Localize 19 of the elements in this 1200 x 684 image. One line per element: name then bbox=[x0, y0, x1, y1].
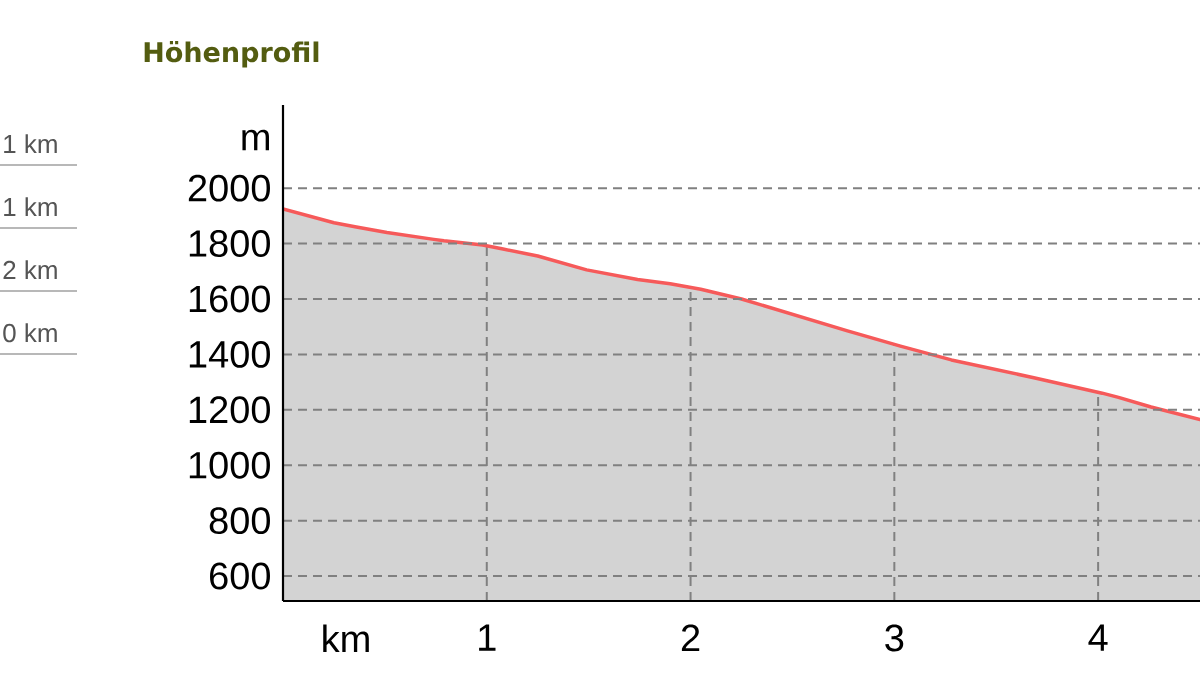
chart-title: Höhenprofil bbox=[144, 41, 319, 68]
text: 1 km bbox=[4, 134, 57, 153]
y-tick-label: 1800 bbox=[189, 230, 270, 257]
text: 2 km bbox=[3, 260, 57, 279]
y-tick-label: 2000 bbox=[188, 174, 270, 202]
y-tick-label: 1400 bbox=[189, 340, 270, 368]
y-tick-label: 600 bbox=[210, 562, 270, 590]
x-tick-label: 2 bbox=[681, 624, 700, 652]
y-axis-title: m bbox=[242, 129, 269, 151]
x-tick-label: 3 bbox=[885, 624, 904, 652]
x-axis-title: km bbox=[323, 624, 369, 653]
x-tick-label: 1 bbox=[479, 624, 496, 651]
y-tick-label: 1200 bbox=[189, 396, 270, 424]
x-tick-label: 4 bbox=[1088, 624, 1108, 651]
text: 1 km bbox=[4, 197, 57, 216]
text: 0 km bbox=[3, 323, 57, 343]
y-tick-label: 1000 bbox=[189, 451, 270, 479]
y-tick-label: 1600 bbox=[189, 285, 270, 313]
y-tick-label: 800 bbox=[209, 507, 270, 535]
